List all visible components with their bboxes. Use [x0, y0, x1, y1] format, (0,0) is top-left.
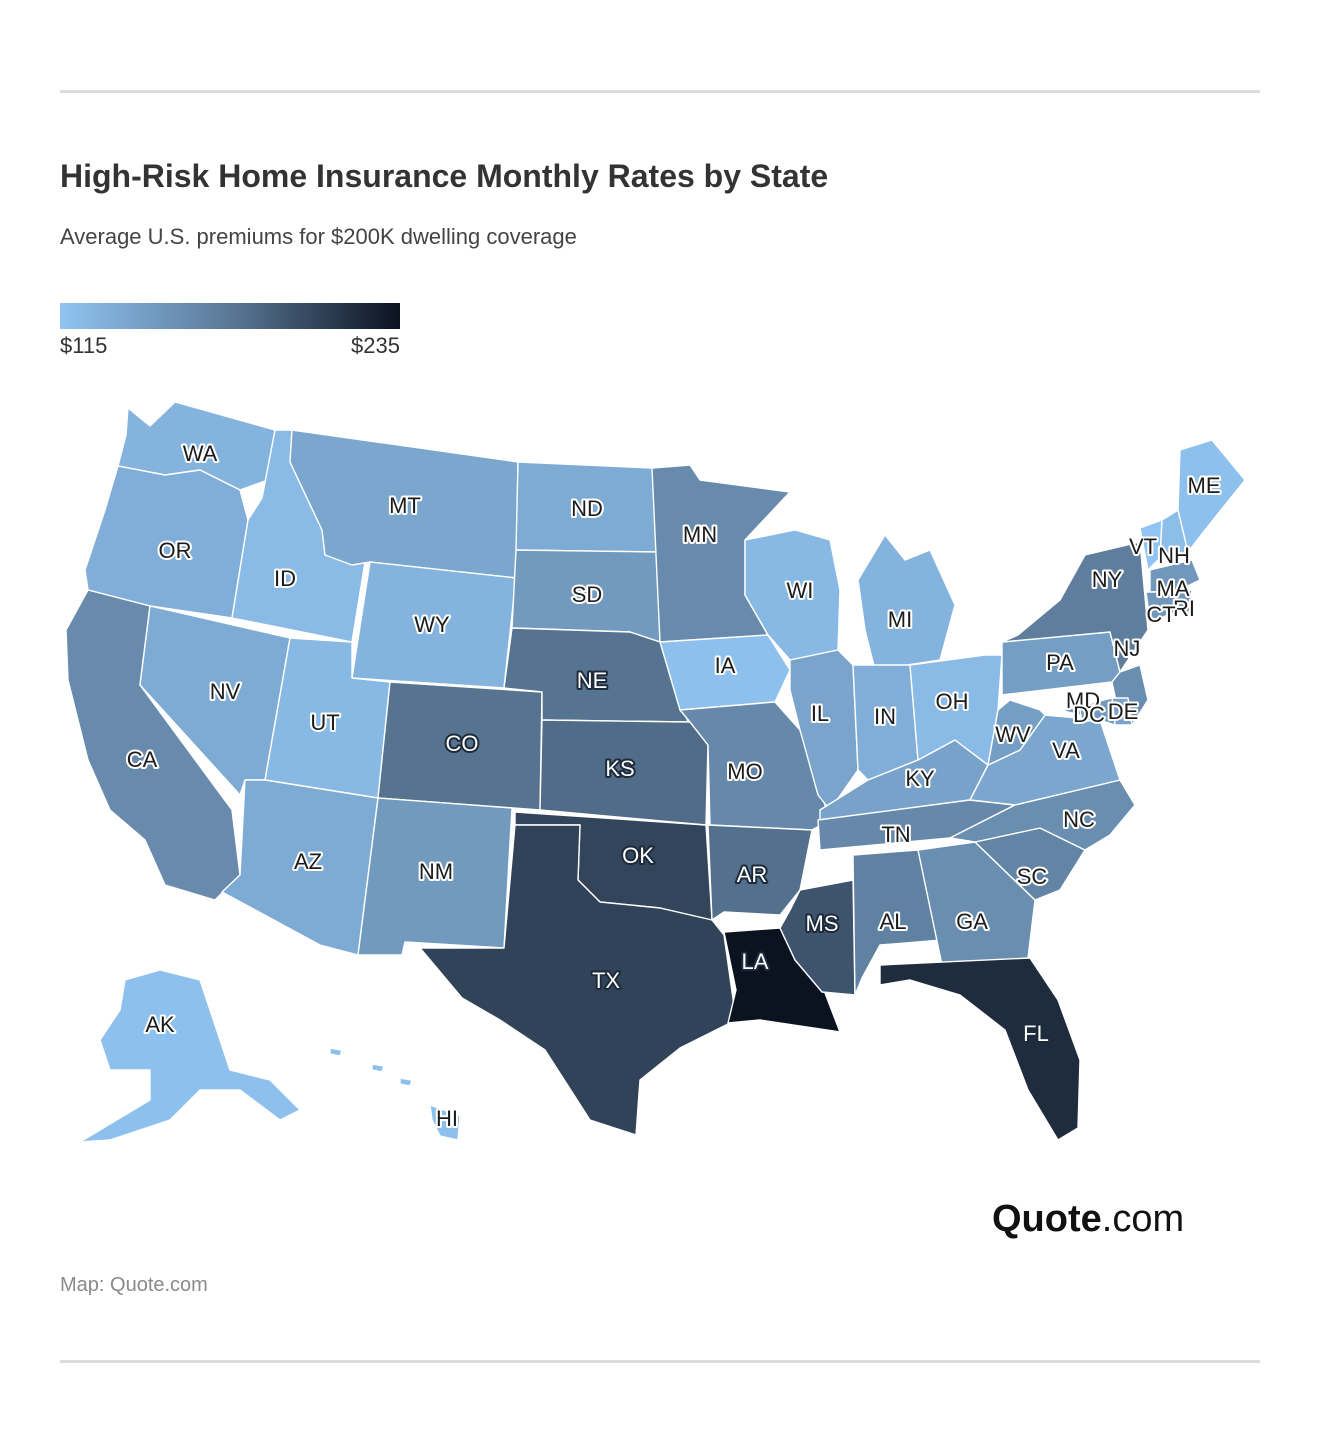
state-ar [707, 824, 813, 921]
state-label-mi: MI [888, 607, 912, 632]
state-ks [539, 719, 709, 826]
state-hi [329, 1047, 461, 1141]
state-label-ct: CT [1146, 602, 1175, 627]
state-label-wy: WY [414, 612, 450, 637]
source-note: Map: Quote.com [60, 1274, 208, 1296]
state-label-wa: WA [183, 441, 218, 466]
state-ga [917, 841, 1036, 966]
state-label-nj: NJ [1114, 636, 1141, 661]
state-label-az: AZ [294, 849, 322, 874]
state-label-co: CO [446, 731, 479, 756]
state-label-nc: NC [1063, 807, 1095, 832]
state-ma [1149, 559, 1201, 593]
state-label-ia: IA [715, 653, 736, 678]
state-label-ok: OK [622, 843, 654, 868]
state-label-fl: FL [1023, 1021, 1049, 1046]
state-label-ky: KY [905, 766, 935, 791]
state-dc [1079, 707, 1095, 723]
state-label-sd: SD [572, 582, 603, 607]
state-label-hi: HI [436, 1106, 458, 1131]
legend-min-label: $115 [60, 333, 108, 358]
state-label-nv: NV [210, 679, 241, 704]
state-label-in: IN [874, 704, 896, 729]
state-label-ca: CA [127, 747, 158, 772]
state-label-tx: TX [592, 968, 620, 993]
state-label-nd: ND [571, 496, 603, 521]
state-label-sc: SC [1017, 864, 1048, 889]
state-label-de: DE [1108, 699, 1139, 724]
state-ny [1001, 541, 1149, 673]
state-label-il: IL [811, 701, 829, 726]
legend-max-label: $235 [351, 333, 400, 358]
state-label-ms: MS [806, 911, 839, 936]
state-me [1177, 439, 1246, 553]
state-label-va: VA [1052, 738, 1080, 763]
state-label-mn: MN [683, 522, 717, 547]
state-label-ut: UT [310, 710, 339, 735]
state-label-ak: AK [145, 1012, 175, 1037]
state-label-vt: VT [1129, 534, 1157, 559]
state-label-mt: MT [389, 493, 421, 518]
state-ms [779, 879, 856, 996]
state-label-ny: NY [1092, 567, 1123, 592]
state-label-oh: OH [936, 689, 969, 714]
legend-gradient-bar [60, 303, 400, 329]
state-label-ga: GA [956, 909, 988, 934]
state-label-ks: KS [605, 756, 634, 781]
state-label-id: ID [274, 566, 296, 591]
state-label-ma: MA [1157, 576, 1190, 601]
state-fl [879, 957, 1081, 1141]
state-label-ar: AR [737, 862, 768, 887]
state-label-nm: NM [419, 859, 453, 884]
state-label-ri: RI [1173, 596, 1195, 621]
map-svg: WA OR CA ID NV MT WY UT AZ CO NM ND SD NE KS OK TX MN IA MO… [65, 401, 1246, 1143]
state-label-wi: WI [787, 578, 814, 603]
state-label-nh: NH [1158, 543, 1190, 568]
state-mi [857, 534, 956, 671]
state-nm [357, 797, 513, 956]
state-label-pa: PA [1046, 650, 1074, 675]
brand-logo: Quote.com [992, 1198, 1185, 1240]
state-tx [419, 824, 737, 1136]
state-label-la: LA [742, 949, 769, 974]
state-label-tn: TN [881, 822, 910, 847]
bottom-divider [60, 1360, 1260, 1363]
state-ak [79, 969, 301, 1143]
top-divider [60, 90, 1260, 93]
state-label-ne: NE [577, 668, 608, 693]
state-label-dc: DC [1073, 702, 1105, 727]
state-label-md: MD [1066, 688, 1100, 713]
state-label-wv: WV [995, 722, 1031, 747]
state-ia [659, 634, 791, 711]
state-label-al: AL [880, 909, 907, 934]
us-choropleth-map: WA OR CA ID NV MT WY UT AZ CO NM ND SD NE KS OK TX MN IA MO… [0, 380, 1320, 1180]
page-subtitle: Average U.S. premiums for $200K dwelling… [60, 224, 577, 249]
page-title: High-Risk Home Insurance Monthly Rates b… [60, 158, 829, 194]
state-ct [1145, 591, 1177, 623]
state-label-mo: MO [727, 759, 762, 784]
state-label-me: ME [1188, 473, 1221, 498]
color-legend: $115 $235 [60, 303, 400, 359]
state-label-or: OR [159, 538, 192, 563]
